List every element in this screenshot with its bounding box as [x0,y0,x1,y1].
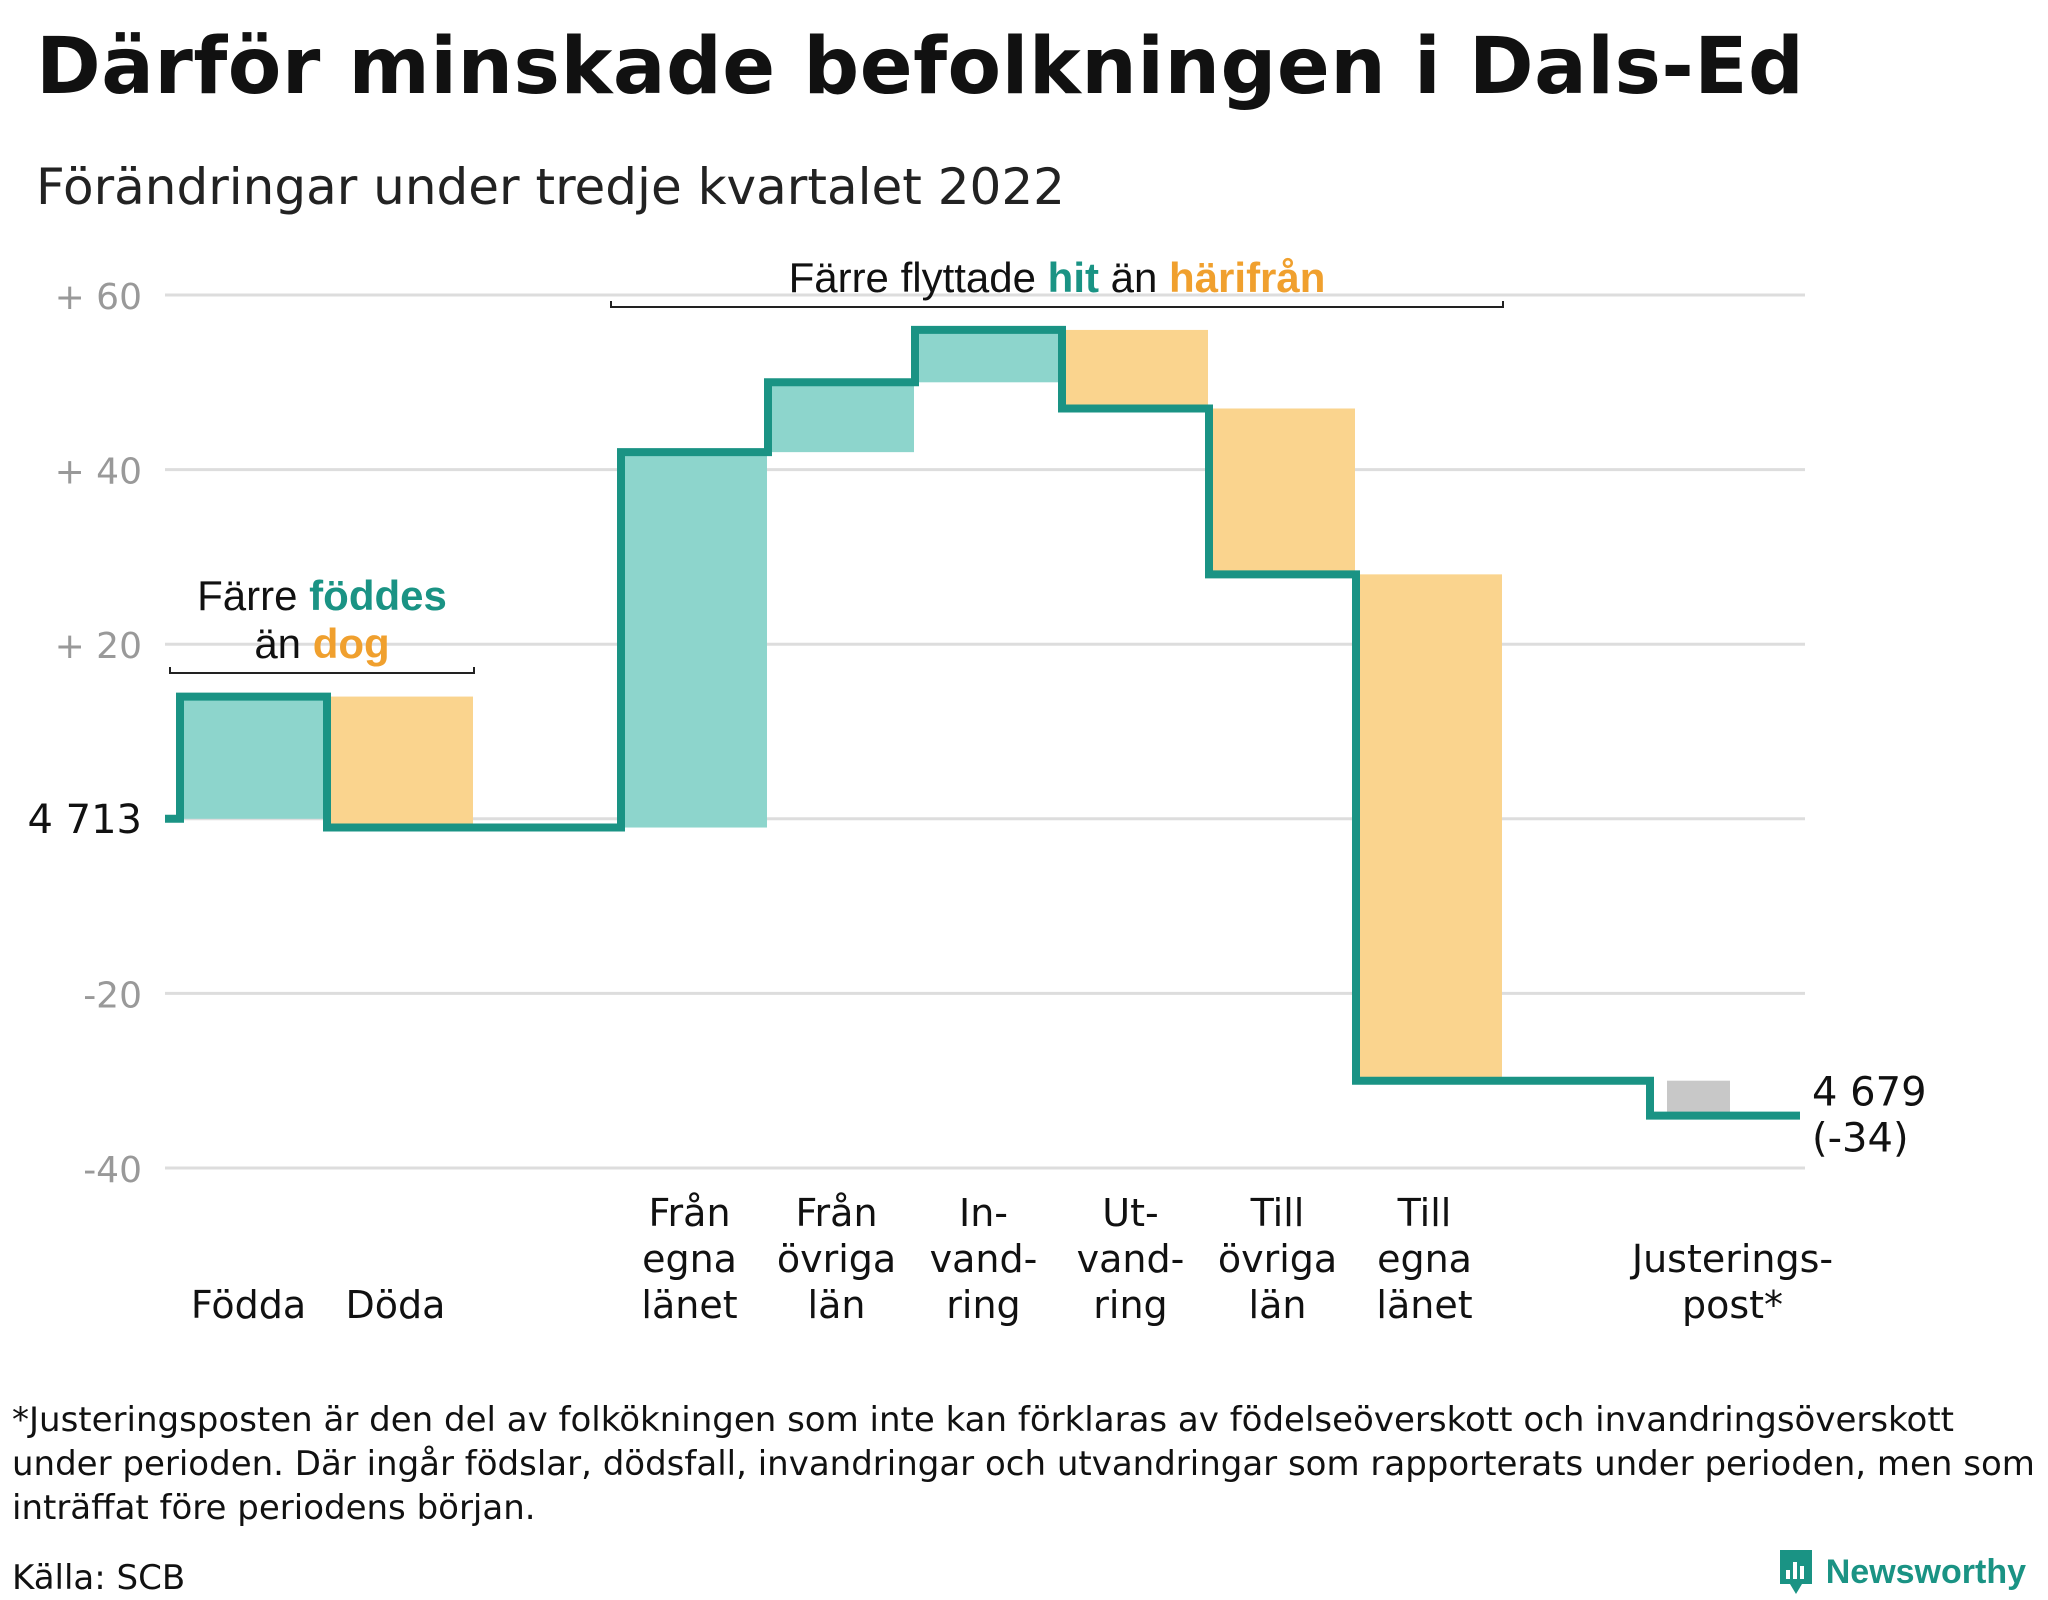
bar-8 [1355,574,1502,1081]
end-value-label: 4 679 [1812,1070,1927,1116]
x-category-label: övriga [1218,1237,1337,1281]
x-category-label: In- [959,1191,1008,1235]
annotation-word: än [254,620,312,667]
y-tick-label: + 40 [55,452,142,493]
chart-title: Därför minskade befolkningen i Dals-Ed [36,22,1805,112]
x-category-label: Döda [346,1283,446,1327]
x-category-label: län [808,1283,866,1327]
x-category-label: Ut- [1102,1191,1158,1235]
end-change-label: (-34) [1812,1116,1909,1162]
x-category-label: ring [946,1283,1020,1327]
chart-subtitle: Förändringar under tredje kvartalet 2022 [36,158,1065,216]
bar-0 [179,696,326,819]
x-category-label: län [1249,1283,1307,1327]
brand-name: Newsworthy [1825,1552,2026,1591]
annotation-word: dog [313,620,390,667]
annotation-word: hit [1048,254,1099,301]
start-value-label: 4 713 [27,797,142,843]
x-category-label: Till [1250,1191,1305,1235]
x-category-label: Justerings- [1630,1237,1833,1281]
x-category-label: ring [1093,1283,1167,1327]
step-line [165,325,1800,1120]
x-category-label: övriga [777,1237,896,1281]
bar-1 [326,696,473,828]
bar-5 [914,329,1061,383]
annotation-word: föddes [309,572,447,619]
bar-10 [1667,1080,1730,1116]
x-category-label: Till [1397,1191,1452,1235]
annotation-migration: Färre flyttade hit än härifrån [789,254,1326,301]
x-category-label: länet [641,1283,737,1327]
annotation-word: Färre [197,572,309,619]
x-category-label: egna [642,1237,737,1281]
y-tick-label: -20 [83,975,142,1016]
x-category-label: egna [1377,1237,1472,1281]
source-label: Källa: SCB [12,1558,186,1598]
annotation-bracket [169,667,475,674]
y-tick-label: + 60 [55,277,142,318]
y-tick-label: + 20 [55,626,142,667]
brand-logo: Newsworthy [1776,1548,2026,1596]
x-category-label: vand- [930,1237,1038,1281]
x-category-label: post* [1682,1283,1783,1327]
x-category-label: Födda [191,1283,306,1327]
annotation-birth-line2: än dog [254,620,389,667]
annotation-birth-line1: Färre föddes [197,572,447,619]
x-category-label: Från [648,1191,730,1235]
bar-4 [767,382,914,453]
annotation-bracket [610,301,1504,308]
x-category-label: Från [795,1191,877,1235]
end-label-bg [1806,1065,1944,1184]
x-category-label: vand- [1077,1237,1185,1281]
x-category-label: länet [1376,1283,1472,1327]
bar-7 [1208,408,1355,575]
annotation-word: härifrån [1169,254,1325,301]
annotation-word: Färre flyttade [789,254,1048,301]
footnote: *Justeringsposten är den del av folkökni… [12,1400,2035,1528]
bar-3 [620,452,767,828]
newsworthy-logo-icon [1779,1550,1812,1594]
annotation-word: än [1099,254,1169,301]
bar-6 [1061,329,1208,409]
y-tick-label: -40 [83,1150,142,1191]
